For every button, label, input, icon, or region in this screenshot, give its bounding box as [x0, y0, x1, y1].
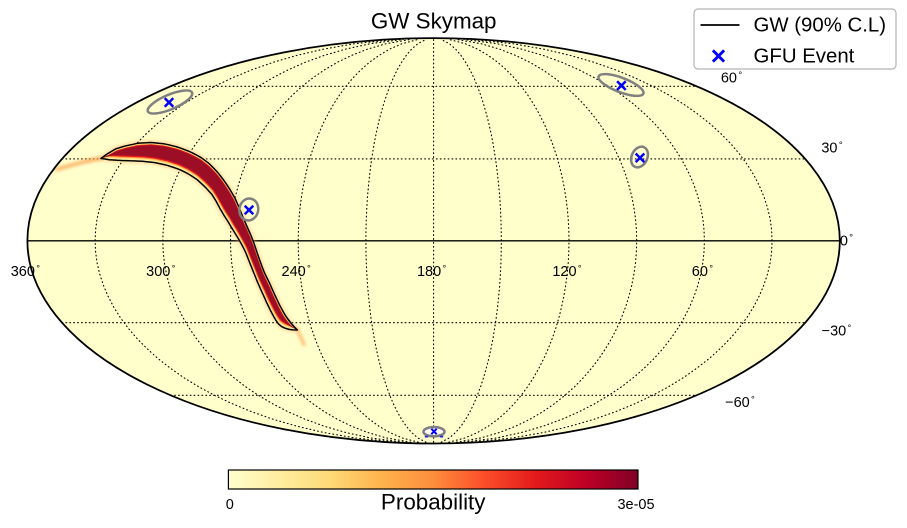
- svg-text:60°: 60°: [692, 264, 713, 281]
- svg-text:GW Skymap: GW Skymap: [371, 8, 497, 33]
- svg-text:Probability: Probability: [381, 490, 486, 515]
- svg-text:0: 0: [226, 497, 234, 513]
- svg-text:120°: 120°: [552, 264, 582, 281]
- svg-text:−30°: −30°: [822, 323, 852, 340]
- svg-text:240°: 240°: [282, 264, 312, 281]
- svg-text:−60°: −60°: [725, 394, 755, 411]
- svg-text:GW (90% C.L): GW (90% C.L): [754, 15, 887, 37]
- svg-text:30°: 30°: [821, 140, 842, 157]
- svg-text:GFU Event: GFU Event: [754, 46, 855, 68]
- svg-text:3e-05: 3e-05: [617, 497, 654, 513]
- svg-text:180°: 180°: [417, 264, 447, 281]
- svg-text:300°: 300°: [146, 264, 176, 281]
- svg-text:60°: 60°: [721, 70, 742, 87]
- svg-text:360°: 360°: [11, 264, 41, 281]
